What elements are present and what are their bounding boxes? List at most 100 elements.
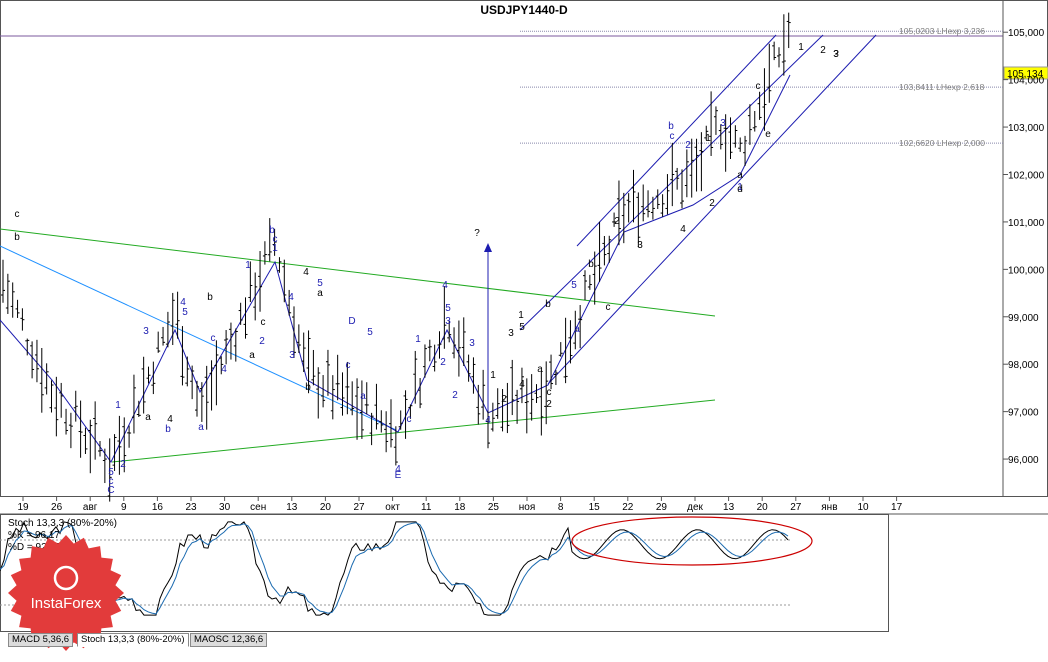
wave-label-black: 2 xyxy=(501,394,507,405)
x-tick-label: 20 xyxy=(757,502,769,513)
upper-triangle-line xyxy=(0,228,716,317)
wave-label-blue: 2 xyxy=(452,390,458,401)
x-tick-label: 27 xyxy=(353,502,365,513)
tab-macd[interactable]: MACD 5,36,6 xyxy=(8,633,74,647)
wave-label-blue: 5 xyxy=(571,280,577,291)
wave-label-blue: 2 xyxy=(120,459,126,470)
wave-count-polyline xyxy=(0,74,791,463)
x-tick-label: 13 xyxy=(286,502,298,513)
level-label: 105,0203 LHexp 3,236 xyxy=(899,26,985,36)
x-tick-label: 30 xyxy=(219,502,231,513)
wave-label-blue: 2 xyxy=(440,357,446,368)
y-tick-label: 103,000 xyxy=(1008,123,1045,134)
wave-label-blue: C xyxy=(107,485,114,496)
wave-label-blue: 1 xyxy=(272,243,278,254)
main-chart-frame xyxy=(0,0,1048,497)
wave-label-blue: b xyxy=(269,225,275,236)
wave-label-blue: 1 xyxy=(115,400,121,411)
wave-label-blue: 5 xyxy=(182,307,188,318)
wave-label-blue: 2 xyxy=(685,140,691,151)
x-tick-label: сен xyxy=(250,502,266,513)
current-price-tag xyxy=(1003,66,1048,80)
wave-label-blue: 4 xyxy=(221,364,227,375)
wave-label-black: b xyxy=(305,382,311,393)
wave-label-blue: 3 xyxy=(143,326,149,337)
wave-label-black: e xyxy=(765,129,771,140)
channel-upper-line xyxy=(576,34,777,247)
wave-label-blue: a xyxy=(574,324,580,335)
wave-label-blue: c xyxy=(670,131,675,142)
price-axis: 105,000 104,000 103,000 102,000 101,000 100,0… xyxy=(1003,28,1045,466)
chart-title: USDJPY1440-D xyxy=(480,3,568,17)
wave-label-black: 4 xyxy=(519,379,525,390)
wave-label-black: a xyxy=(249,350,255,361)
wave-label-black: a xyxy=(537,364,543,375)
tab-stoch[interactable]: Stoch 13,3,3 (80%-20%) xyxy=(77,633,189,647)
x-tick-label: 17 xyxy=(891,502,903,513)
y-tick-label: 102,000 xyxy=(1008,170,1045,181)
wave-label-blue: c xyxy=(109,476,114,487)
wave-label-blue: 3 xyxy=(720,118,726,129)
wave-label-blue: b xyxy=(165,424,171,435)
x-tick-label: 13 xyxy=(723,502,735,513)
wave-label-blue: b xyxy=(668,121,674,132)
instaforex-logo: InstaForex xyxy=(8,535,124,651)
wave-label-blue: 4 xyxy=(395,464,401,475)
x-tick-label: ноя xyxy=(519,502,536,513)
wave-label-black: a xyxy=(737,170,743,181)
fibonacci-levels: 105,0203 LHexp 3,236 103,8411 LHexp 2,618… xyxy=(520,26,1003,148)
x-tick-label: 9 xyxy=(121,502,127,513)
wave-label-blue: D xyxy=(348,316,355,327)
wave-label-blue: c xyxy=(211,333,216,344)
x-tick-label: 25 xyxy=(488,502,500,513)
wave-label-black: ? xyxy=(833,49,839,60)
x-tick-label: дек xyxy=(687,502,703,513)
x-tick-label: 29 xyxy=(656,502,668,513)
x-tick-label: 22 xyxy=(622,502,634,513)
wave-label-black: 4 xyxy=(167,414,173,425)
x-tick-label: янв xyxy=(821,502,837,513)
tab-maosc[interactable]: MAOSC 12,36,6 xyxy=(190,633,268,647)
wave-label-black: 1 xyxy=(798,42,804,53)
level-label: 103,8411 LHexp 2,618 xyxy=(899,82,985,92)
wave-label-black: ? xyxy=(474,228,480,239)
wave-label-black: b xyxy=(207,292,213,303)
price-bars xyxy=(1,12,791,502)
x-tick-label: 8 xyxy=(558,502,564,513)
oscillator-frame xyxy=(0,514,889,632)
y-tick-label: 96,000 xyxy=(1008,455,1039,466)
wave-label-blue: c xyxy=(273,234,278,245)
wave-label-blue: 3 xyxy=(289,350,295,361)
blue-trend-line xyxy=(0,245,397,431)
wave-label-blue: c xyxy=(407,414,412,425)
x-tick-label: 26 xyxy=(51,502,63,513)
wave-label-blue: 5 xyxy=(317,278,323,289)
x-tick-label: 11 xyxy=(421,502,432,513)
time-axis: 19 26 авг 9 16 23 30 сен 13 20 27 окт 11 18 25 ноя 8 15 22… xyxy=(17,497,903,513)
wave-label-blue: 5 xyxy=(108,467,114,478)
wave-label-black: 2 xyxy=(709,198,715,209)
wave-label-black: c xyxy=(547,387,552,398)
wave-label-black: c xyxy=(15,209,20,220)
stoch-title: Stoch 13,3,3 (80%-20%) xyxy=(8,518,117,529)
x-tick-label: 10 xyxy=(857,502,869,513)
wave-label-blue: 2 xyxy=(259,336,265,347)
x-tick-label: 27 xyxy=(790,502,802,513)
wave-label-black: 2 xyxy=(546,399,552,410)
wave-label-black: 1 xyxy=(518,310,524,321)
wave-label-black: c xyxy=(756,81,761,92)
wave-label-black: 4 xyxy=(680,224,686,235)
wave-label-black: b xyxy=(588,259,594,270)
wave-label-blue: 3 xyxy=(469,338,475,349)
wave-label-blue: 1 xyxy=(245,260,251,271)
y-tick-label: 100,000 xyxy=(1008,265,1045,276)
logo-badge-shape xyxy=(8,535,124,651)
y-tick-label: 104,000 xyxy=(1008,76,1045,87)
y-tick-label: 105,000 xyxy=(1008,28,1045,39)
x-tick-label: 20 xyxy=(320,502,332,513)
x-tick-label: 23 xyxy=(185,502,197,513)
wave-label-blue: 5 xyxy=(367,327,373,338)
wave-label-black: c xyxy=(606,302,611,313)
